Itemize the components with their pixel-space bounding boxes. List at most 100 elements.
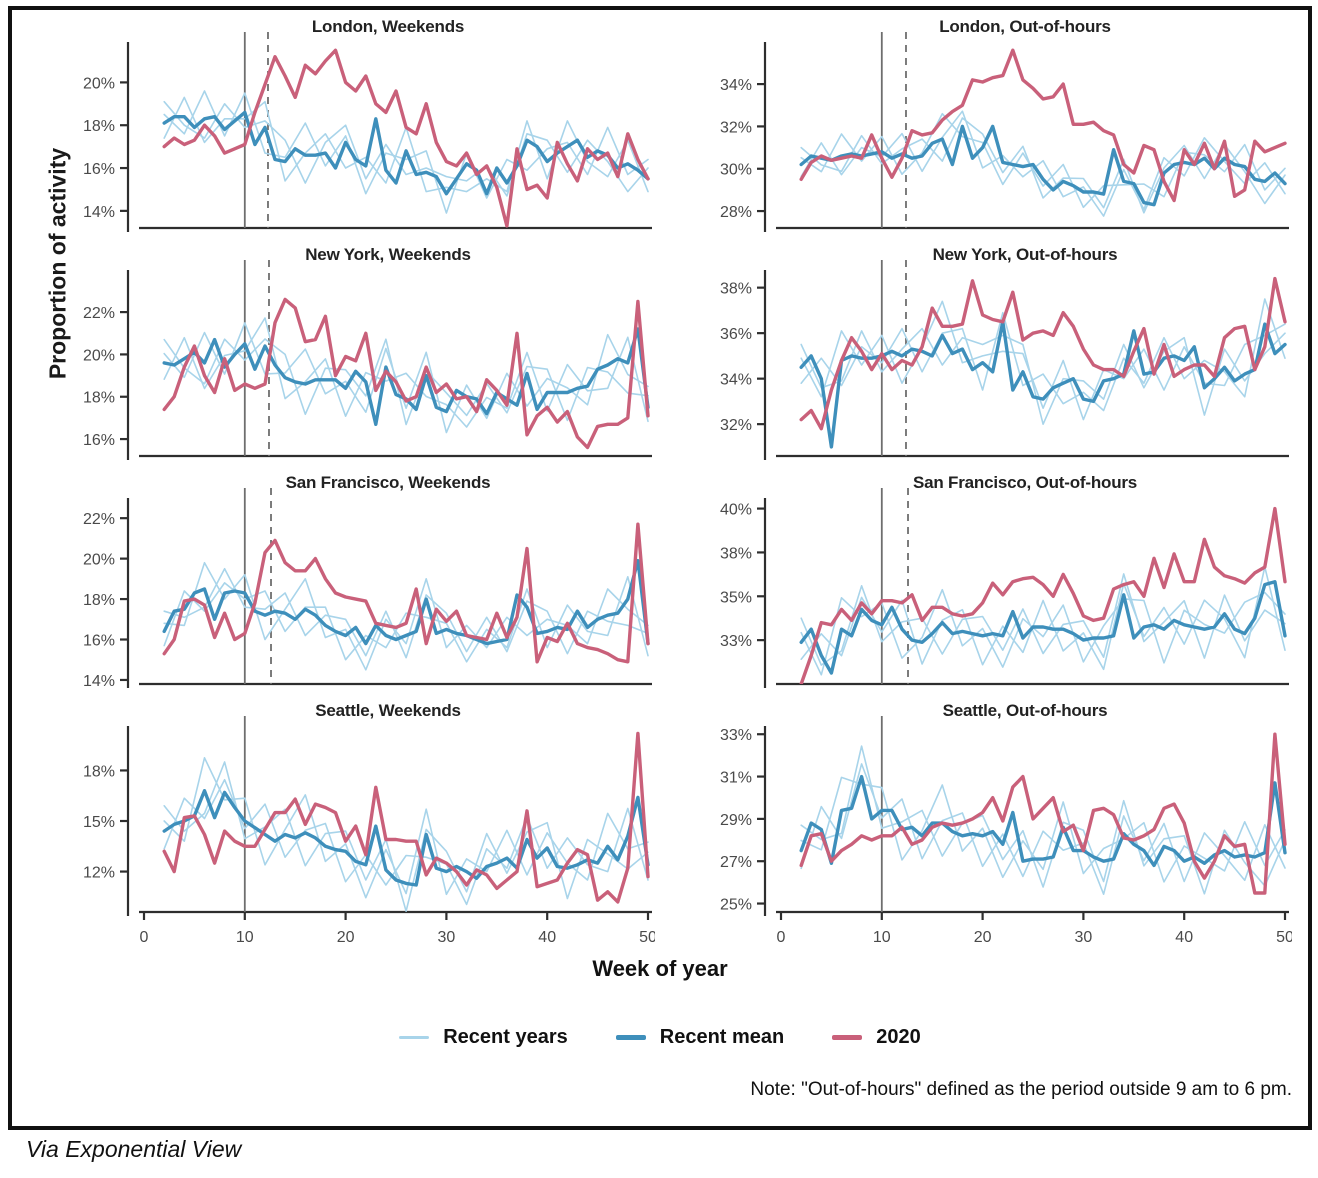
y-tick-label: 35%	[720, 589, 752, 606]
line-recent-mean	[162, 558, 650, 646]
y-tick-label: 29%	[720, 812, 752, 829]
legend-swatch-recent-mean	[615, 1035, 646, 1040]
line-recent-years	[163, 761, 649, 912]
line-recent-years	[163, 338, 649, 426]
x-tick-label: 0	[140, 929, 149, 946]
x-tick-label: 30	[438, 929, 456, 946]
panel-title: San Francisco, Weekends	[286, 473, 491, 492]
panel-london-weekends: London, Weekends 14% 16% 18% 20%	[83, 17, 652, 232]
line-recent-years	[800, 776, 1286, 883]
panel-new-york-out-of-hours: New York, Out-of-hours 32% 34% 36% 38%	[720, 245, 1289, 460]
line-recent-years	[800, 327, 1286, 425]
line-recent-years	[800, 112, 1286, 209]
y-tick-label: 18%	[83, 763, 115, 780]
panel-title: New York, Weekends	[305, 245, 471, 264]
x-tick-label: 40	[538, 929, 556, 946]
attribution: Via Exponential View	[26, 1136, 242, 1162]
x-tick-label: 50	[1276, 929, 1292, 946]
y-tick-label: 25%	[720, 897, 752, 914]
y-tick-label: 15%	[83, 814, 115, 831]
y-tick-label: 34%	[720, 77, 752, 94]
legend-label: Recent mean	[659, 1026, 785, 1048]
y-tick-label: 34%	[720, 372, 752, 389]
x-tick-label: 10	[236, 929, 254, 946]
panel-title: London, Weekends	[312, 17, 464, 36]
line-recent-years	[163, 778, 649, 906]
line-2020	[799, 276, 1287, 431]
panel-title: San Francisco, Out-of-hours	[913, 473, 1137, 492]
panel-title: London, Out-of-hours	[939, 17, 1111, 36]
y-tick-label: 32%	[720, 417, 752, 434]
legend-item-recent-years: Recent years	[399, 1026, 568, 1049]
y-tick-label: 20%	[83, 347, 115, 364]
line-2020	[162, 522, 650, 664]
y-axis-label: Proportion of activity	[44, 147, 71, 380]
x-tick-label: 20	[337, 929, 355, 946]
y-tick-label: 27%	[720, 854, 752, 871]
y-tick-label: 33%	[720, 633, 752, 650]
legend-item-2020: 2020	[832, 1026, 921, 1049]
line-recent-years	[800, 117, 1286, 214]
y-tick-label: 20%	[83, 75, 115, 92]
y-tick-label: 33%	[720, 727, 752, 744]
line-recent-years	[800, 300, 1286, 421]
panel-san-francisco-weekends: San Francisco, Weekends 14% 16% 18% 20% 22%	[83, 473, 652, 690]
y-tick-label: 38%	[720, 545, 752, 562]
line-2020	[799, 48, 1287, 203]
line-recent-mean	[799, 579, 1287, 675]
y-tick-label: 22%	[83, 305, 115, 322]
x-axis-label: Week of year	[592, 956, 728, 981]
y-tick-label: 31%	[720, 770, 752, 787]
x-tick-label: 10	[873, 929, 891, 946]
line-2020	[162, 731, 650, 904]
line-recent-years	[163, 317, 649, 428]
y-tick-label: 16%	[83, 432, 115, 449]
x-tick-label: 50	[639, 929, 655, 946]
panel-new-york-weekends: New York, Weekends 16% 18% 20% 22%	[83, 245, 652, 460]
y-tick-label: 18%	[83, 118, 115, 135]
panel-title: Seattle, Weekends	[315, 701, 461, 720]
y-tick-label: 28%	[720, 204, 752, 221]
y-tick-label: 32%	[720, 119, 752, 136]
line-recent-years	[800, 298, 1286, 412]
x-tick-label: 40	[1175, 929, 1193, 946]
panel-title: Seattle, Out-of-hours	[943, 701, 1108, 720]
x-tick-label: 0	[777, 929, 786, 946]
y-tick-label: 16%	[83, 633, 115, 650]
legend-swatch-2020	[832, 1035, 863, 1040]
line-recent-years	[800, 566, 1286, 671]
y-tick-label: 22%	[83, 511, 115, 528]
y-tick-label: 16%	[83, 161, 115, 178]
line-2020	[799, 732, 1287, 895]
note-text: Note: "Out-of-hours" defined as the peri…	[750, 1079, 1292, 1100]
panel-title: New York, Out-of-hours	[933, 245, 1118, 264]
y-tick-label: 36%	[720, 326, 752, 343]
line-recent-mean	[799, 124, 1287, 207]
line-recent-years	[800, 745, 1286, 895]
panel-london-out-of-hours: London, Out-of-hours 28% 30% 32% 34%	[720, 17, 1289, 232]
line-2020	[799, 506, 1287, 684]
panels-grid: London, Weekends 14% 16% 18% 20% London, Out-…	[40, 12, 1308, 954]
legend-label: Recent years	[443, 1026, 568, 1048]
y-tick-label: 30%	[720, 162, 752, 179]
y-tick-label: 18%	[83, 390, 115, 407]
line-recent-mean	[162, 110, 650, 196]
line-recent-years	[163, 322, 649, 434]
legend-label: 2020	[876, 1026, 921, 1048]
y-tick-label: 40%	[720, 502, 752, 519]
line-recent-mean	[162, 788, 650, 887]
line-2020	[162, 48, 650, 228]
panel-seattle-out-of-hours: Seattle, Out-of-hours 25% 27% 29% 31% 33% 0 10 2…	[720, 701, 1292, 946]
x-tick-label: 20	[974, 929, 992, 946]
y-tick-label: 14%	[83, 673, 115, 690]
line-recent-years	[163, 567, 649, 659]
line-recent-mean	[799, 774, 1287, 868]
legend: Recent years Recent mean 2020	[12, 1026, 1308, 1049]
line-recent-years	[800, 763, 1286, 895]
line-recent-years	[163, 100, 649, 197]
y-tick-label: 20%	[83, 552, 115, 569]
legend-swatch-recent-years	[399, 1036, 430, 1039]
y-tick-label: 18%	[83, 592, 115, 609]
line-recent-years	[800, 573, 1286, 666]
